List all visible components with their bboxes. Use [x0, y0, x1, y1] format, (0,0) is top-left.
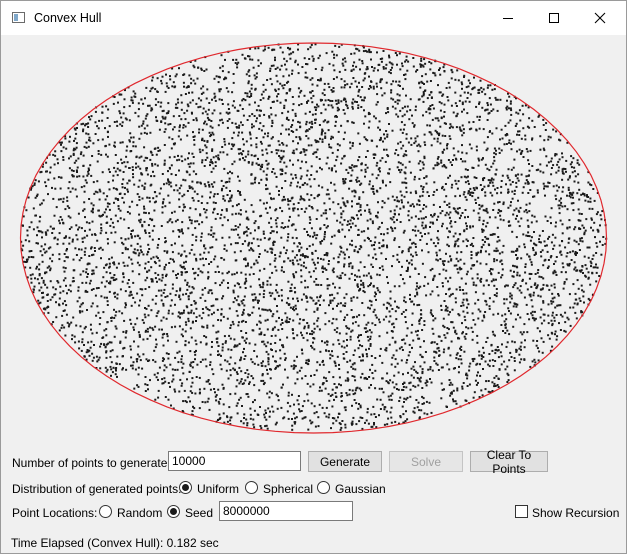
spherical-radio[interactable]: [245, 481, 258, 494]
num-points-label: Number of points to generate:: [12, 456, 171, 470]
distribution-label: Distribution of generated points:: [12, 482, 182, 496]
status-text: Time Elapsed (Convex Hull): 0.182 sec: [11, 536, 219, 550]
minimize-button[interactable]: [485, 1, 531, 35]
convex-hull-outline: [19, 42, 608, 434]
uniform-radio[interactable]: [179, 481, 192, 494]
close-button[interactable]: [577, 1, 623, 35]
hull-plot: [19, 42, 608, 434]
point-locations-label: Point Locations:: [12, 506, 98, 520]
uniform-radio-label[interactable]: Uniform: [197, 482, 240, 496]
gaussian-radio[interactable]: [317, 481, 330, 494]
random-radio-label[interactable]: Random: [117, 506, 163, 520]
seed-radio-label[interactable]: Seed: [185, 506, 214, 520]
maximize-icon: [549, 13, 559, 23]
minimize-icon: [503, 18, 513, 19]
clear-to-points-button[interactable]: Clear To Points: [470, 448, 548, 476]
num-points-input[interactable]: [168, 451, 301, 471]
app-window-icon: [12, 12, 25, 23]
maximize-button[interactable]: [531, 1, 577, 35]
seed-radio[interactable]: [167, 505, 180, 518]
generate-button[interactable]: Generate: [308, 451, 382, 472]
points-layer: [20, 43, 608, 431]
show-recursion-checkbox[interactable]: [515, 505, 528, 518]
drawing-canvas[interactable]: [1, 35, 626, 447]
close-icon: [594, 12, 606, 24]
solve-button[interactable]: Solve: [389, 451, 463, 472]
gaussian-radio-label[interactable]: Gaussian: [335, 482, 386, 496]
random-radio[interactable]: [99, 505, 112, 518]
show-recursion-label[interactable]: Show Recursion: [532, 506, 620, 520]
spherical-radio-label[interactable]: Spherical: [263, 482, 314, 496]
seed-input[interactable]: [219, 501, 353, 521]
window-title: Convex Hull: [34, 11, 102, 25]
title-bar[interactable]: Convex Hull: [1, 1, 626, 35]
